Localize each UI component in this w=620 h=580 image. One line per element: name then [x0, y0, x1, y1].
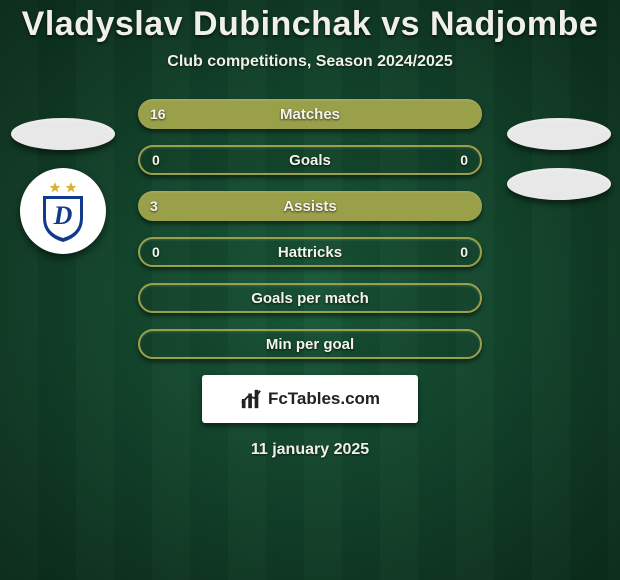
player-left-club-badge: D — [20, 168, 106, 254]
club-badge-icon: D — [28, 176, 98, 246]
stat-bar: 16Matches — [138, 99, 482, 129]
stat-label: Goals — [140, 147, 480, 173]
date-text: 11 january 2025 — [0, 441, 620, 459]
stat-bar: 00Hattricks — [138, 237, 482, 267]
subtitle: Club competitions, Season 2024/2025 — [0, 53, 620, 71]
stat-bar: 3Assists — [138, 191, 482, 221]
stat-bar: Min per goal — [138, 329, 482, 359]
stat-label: Hattricks — [140, 239, 480, 265]
stat-label: Min per goal — [140, 331, 480, 357]
stat-bar: 00Goals — [138, 145, 482, 175]
page-title: Vladyslav Dubinchak vs Nadjombe — [0, 6, 620, 43]
player-right-flag — [507, 118, 611, 150]
player-left-column: D — [8, 118, 118, 254]
player-right-column — [504, 118, 614, 218]
brand-text: FcTables.com — [268, 389, 380, 409]
stat-bar: Goals per match — [138, 283, 482, 313]
stat-label: Goals per match — [140, 285, 480, 311]
badge-stars — [50, 182, 77, 193]
stat-label: Matches — [138, 99, 482, 129]
stat-label: Assists — [138, 191, 482, 221]
svg-text:D: D — [53, 201, 73, 230]
player-right-club-placeholder — [507, 168, 611, 200]
brand-logo-icon — [240, 388, 262, 410]
comparison-bars: 16Matches 00Goals 3Assists 00Hattricks Goals… — [138, 99, 482, 359]
player-left-flag — [11, 118, 115, 150]
brand-box: FcTables.com — [202, 375, 418, 423]
